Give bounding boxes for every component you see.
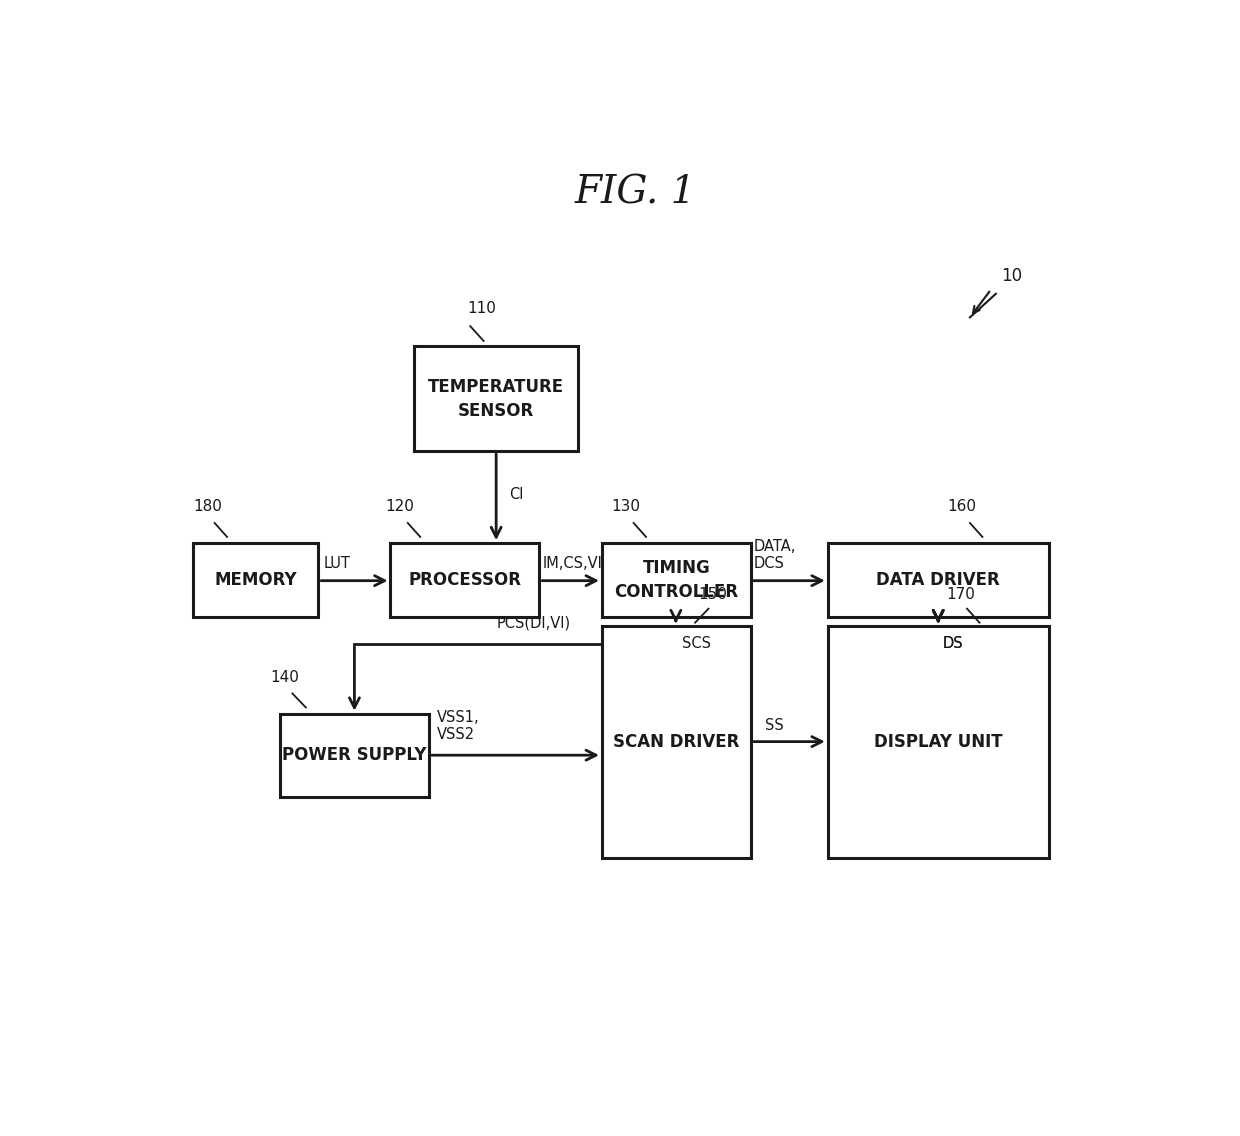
Text: 110: 110 xyxy=(467,301,496,316)
Text: TEMPERATURE
SENSOR: TEMPERATURE SENSOR xyxy=(428,378,564,419)
Text: PCS(DI,VI): PCS(DI,VI) xyxy=(496,616,570,630)
Text: DS: DS xyxy=(942,636,963,651)
Text: TIMING
CONTROLLER: TIMING CONTROLLER xyxy=(614,559,738,601)
Text: VSS1,
VSS2: VSS1, VSS2 xyxy=(436,710,479,742)
Bar xyxy=(391,543,539,617)
Text: PROCESSOR: PROCESSOR xyxy=(408,571,522,590)
Text: FIG. 1: FIG. 1 xyxy=(575,175,696,211)
Text: 140: 140 xyxy=(270,670,299,685)
Text: 160: 160 xyxy=(947,499,977,515)
Bar xyxy=(601,543,750,617)
Text: 180: 180 xyxy=(193,499,222,515)
Text: LUT: LUT xyxy=(324,556,350,571)
Text: MEMORY: MEMORY xyxy=(215,571,298,590)
Text: SCAN DRIVER: SCAN DRIVER xyxy=(613,733,739,751)
Text: 10: 10 xyxy=(1001,267,1022,285)
Bar xyxy=(828,626,1049,858)
Text: DS: DS xyxy=(942,636,963,651)
Text: 130: 130 xyxy=(611,499,640,515)
Text: DATA DRIVER: DATA DRIVER xyxy=(877,571,1001,590)
Text: SS: SS xyxy=(765,718,784,733)
Text: CI: CI xyxy=(508,487,523,502)
Text: 170: 170 xyxy=(946,586,975,602)
Bar xyxy=(193,543,319,617)
Text: DISPLAY UNIT: DISPLAY UNIT xyxy=(874,733,1002,751)
Text: SCS: SCS xyxy=(682,636,711,651)
Text: POWER SUPPLY: POWER SUPPLY xyxy=(283,746,427,765)
Text: 120: 120 xyxy=(386,499,414,515)
Bar xyxy=(414,346,578,451)
Text: IM,CS,VI: IM,CS,VI xyxy=(542,556,603,571)
Text: 150: 150 xyxy=(698,586,727,602)
Bar xyxy=(601,626,750,858)
Bar xyxy=(280,713,429,796)
Bar xyxy=(828,543,1049,617)
Text: DATA,
DCS: DATA, DCS xyxy=(754,538,796,571)
